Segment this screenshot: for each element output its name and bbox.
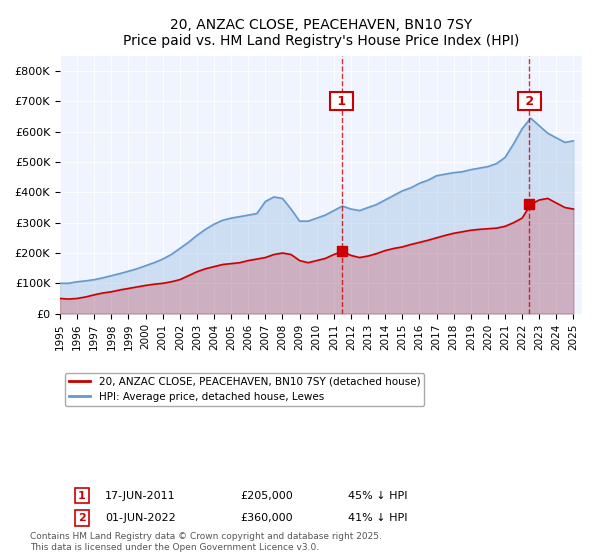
- Text: 41% ↓ HPI: 41% ↓ HPI: [348, 513, 407, 523]
- Text: 1: 1: [78, 491, 86, 501]
- Text: Contains HM Land Registry data © Crown copyright and database right 2025.
This d: Contains HM Land Registry data © Crown c…: [30, 532, 382, 552]
- Text: 2: 2: [78, 513, 86, 523]
- Text: 45% ↓ HPI: 45% ↓ HPI: [348, 491, 407, 501]
- Text: 2: 2: [521, 95, 538, 108]
- Text: 01-JUN-2022: 01-JUN-2022: [105, 513, 176, 523]
- Legend: 20, ANZAC CLOSE, PEACEHAVEN, BN10 7SY (detached house), HPI: Average price, deta: 20, ANZAC CLOSE, PEACEHAVEN, BN10 7SY (d…: [65, 373, 424, 406]
- Title: 20, ANZAC CLOSE, PEACEHAVEN, BN10 7SY
Price paid vs. HM Land Registry's House Pr: 20, ANZAC CLOSE, PEACEHAVEN, BN10 7SY Pr…: [123, 18, 519, 48]
- Text: £205,000: £205,000: [240, 491, 293, 501]
- Text: £360,000: £360,000: [240, 513, 293, 523]
- Text: 17-JUN-2011: 17-JUN-2011: [105, 491, 176, 501]
- Text: 1: 1: [333, 95, 350, 108]
